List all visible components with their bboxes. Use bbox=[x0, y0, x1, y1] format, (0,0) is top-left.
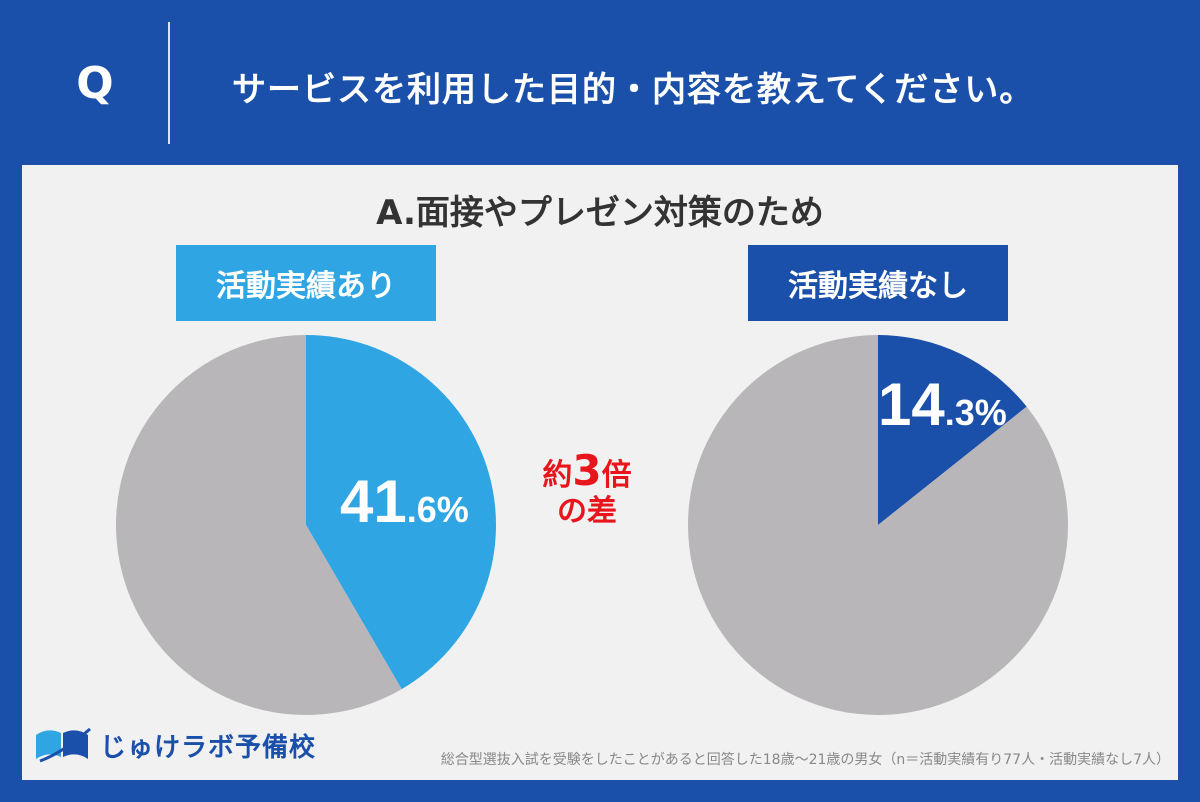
question-header: Q サービスを利用した目的・内容を教えてください。 bbox=[0, 0, 1200, 165]
logo-text: じゅけラボ予備校 bbox=[100, 732, 317, 763]
chart-label-without-activity: 活動実績なし bbox=[748, 245, 1008, 321]
comparison-prefix: 約 bbox=[542, 458, 573, 493]
question-text: サービスを利用した目的・内容を教えてください。 bbox=[232, 70, 1035, 110]
book-logo-icon bbox=[36, 727, 91, 763]
brand-logo: じゅけラボ予備校 bbox=[32, 723, 332, 767]
question-letter: Q bbox=[76, 58, 114, 109]
answer-title: A.面接やプレゼン対策のため bbox=[376, 193, 824, 233]
chart-label-with-activity: 活動実績あり bbox=[176, 245, 436, 321]
comparison-line2: の差 bbox=[557, 494, 617, 530]
percentage-int: 41 bbox=[340, 468, 407, 535]
comparison-number: 3 bbox=[572, 446, 602, 495]
pie-slice-other bbox=[688, 335, 1068, 715]
percentage-label-without-activity: 14.3% bbox=[878, 370, 1007, 439]
pie-charts bbox=[116, 335, 1068, 715]
header-divider bbox=[168, 22, 170, 144]
pie-slice-target bbox=[306, 335, 496, 690]
comparison-annotation: 約3倍 の差 bbox=[522, 446, 652, 530]
percentage-dec: .6% bbox=[406, 489, 469, 530]
percentage-int: 14 bbox=[878, 371, 945, 438]
comparison-suffix: 倍 bbox=[601, 458, 632, 493]
percentage-dec: .3% bbox=[944, 392, 1007, 433]
pie-slice-target bbox=[878, 335, 1027, 525]
pie-chart-with-activity bbox=[116, 335, 496, 715]
pie-chart-without-activity bbox=[688, 335, 1068, 715]
answer-panel: A.面接やプレゼン対策のため 活動実績あり 活動実績なし 41.6% 14.3%… bbox=[22, 165, 1178, 780]
survey-footnote: 総合型選抜入試を受験をしたことがあると回答した18歳〜21歳の男女（n＝活動実績… bbox=[440, 752, 1170, 768]
pie-slice-other bbox=[116, 335, 402, 715]
percentage-label-with-activity: 41.6% bbox=[340, 467, 469, 536]
